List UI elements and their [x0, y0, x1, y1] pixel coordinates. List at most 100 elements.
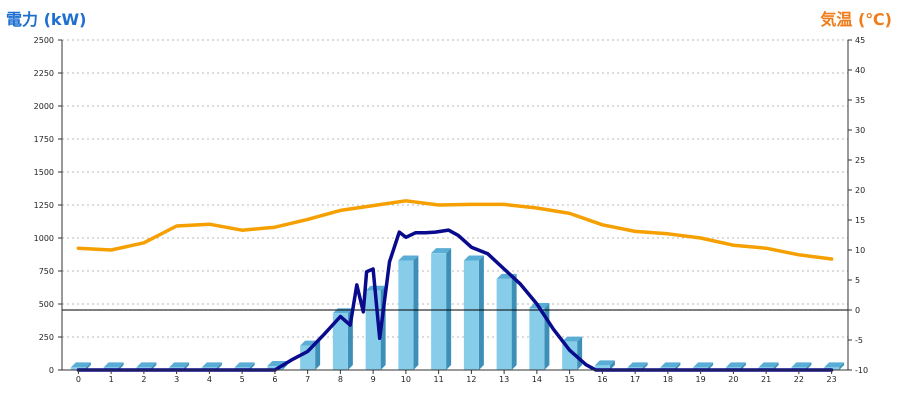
x-tick-label: 15 — [565, 375, 575, 384]
bar-side — [85, 362, 91, 370]
bar-side — [315, 340, 321, 370]
bar-top — [791, 362, 812, 368]
bar — [529, 302, 550, 370]
bar-side — [118, 362, 124, 370]
right-tick-label: 10 — [855, 246, 865, 255]
left-tick-label: 500 — [39, 300, 54, 309]
left-tick-label: 750 — [39, 267, 54, 276]
x-tick-label: 3 — [174, 375, 179, 384]
bar-front — [463, 260, 479, 370]
bar-side — [249, 362, 255, 370]
bar-top — [562, 336, 583, 342]
x-tick-label: 4 — [207, 375, 212, 384]
x-tick-label: 20 — [728, 375, 738, 384]
right-tick-label: 20 — [855, 186, 865, 195]
bar-top — [332, 308, 353, 314]
bar-side — [544, 302, 550, 370]
right-tick-label: -10 — [855, 366, 868, 375]
x-tick-label: 16 — [597, 375, 607, 384]
right-tick-label: 25 — [855, 156, 865, 165]
right-tick-label: 15 — [855, 216, 865, 225]
bar-top — [201, 362, 222, 368]
left-tick-label: 1750 — [34, 135, 54, 144]
left-tick-label: 1000 — [34, 234, 54, 243]
x-tick-label: 17 — [630, 375, 640, 384]
bar-front — [332, 313, 348, 370]
bar-top — [431, 248, 452, 254]
bar-side — [216, 362, 222, 370]
x-tick-label: 19 — [696, 375, 706, 384]
x-tick-label: 18 — [663, 375, 673, 384]
bar-top — [70, 362, 91, 368]
right-tick-label: 5 — [855, 276, 860, 285]
x-tick-label: 12 — [466, 375, 476, 384]
x-tick-label: 14 — [532, 375, 542, 384]
temperature-line — [76, 199, 834, 261]
left-tick-label: 2250 — [34, 69, 54, 78]
bar-side — [708, 362, 714, 370]
bar-top — [627, 362, 648, 368]
bar-side — [446, 248, 452, 370]
ticks: 02505007501000125015001750200022502500-1… — [34, 36, 868, 384]
bar-side — [511, 273, 517, 370]
bar-side — [609, 360, 615, 370]
bar-side — [839, 362, 845, 370]
x-tick-label: 9 — [371, 375, 376, 384]
x-tick-label: 11 — [434, 375, 444, 384]
x-tick-label: 8 — [338, 375, 343, 384]
bar-top — [660, 362, 681, 368]
bar — [398, 255, 419, 370]
power-line — [76, 228, 834, 372]
bar — [463, 255, 484, 370]
bar-front — [431, 253, 447, 370]
bar-top — [398, 255, 419, 261]
bar-side — [806, 362, 812, 370]
left-tick-label: 2500 — [34, 36, 54, 45]
right-tick-label: 30 — [855, 126, 865, 135]
x-tick-label: 13 — [499, 375, 509, 384]
left-tick-label: 0 — [49, 366, 54, 375]
bar-top — [594, 360, 615, 366]
bar-side — [478, 255, 484, 370]
right-tick-label: 40 — [855, 66, 865, 75]
bar-side — [642, 362, 648, 370]
x-tick-label: 10 — [401, 375, 411, 384]
bars — [70, 248, 845, 370]
bar-side — [740, 362, 746, 370]
left-tick-label: 1250 — [34, 201, 54, 210]
bar-top — [103, 362, 124, 368]
bar-front — [594, 365, 610, 370]
right-tick-label: 45 — [855, 36, 865, 45]
bar — [496, 273, 517, 370]
bar — [562, 336, 583, 370]
x-tick-label: 5 — [240, 375, 245, 384]
x-tick-label: 0 — [76, 375, 81, 384]
bar — [431, 248, 452, 370]
bar-top — [725, 362, 746, 368]
bar-top — [463, 255, 484, 261]
bar-top — [136, 362, 157, 368]
left-tick-label: 2000 — [34, 102, 54, 111]
bar-side — [675, 362, 681, 370]
bar-front — [398, 260, 414, 370]
x-tick-label: 2 — [141, 375, 146, 384]
left-axis-title: 電力 (kW) — [6, 10, 87, 29]
x-tick-label: 22 — [794, 375, 804, 384]
x-tick-label: 1 — [109, 375, 114, 384]
x-tick-label: 21 — [761, 375, 771, 384]
x-tick-label: 23 — [827, 375, 837, 384]
right-tick-label: 0 — [855, 306, 860, 315]
left-tick-label: 250 — [39, 333, 54, 342]
x-tick-label: 7 — [305, 375, 310, 384]
bar-side — [773, 362, 779, 370]
bar-front — [496, 278, 512, 370]
right-axis-title: 気温 (℃) — [820, 10, 892, 29]
right-tick-label: 35 — [855, 96, 865, 105]
bar-front — [562, 341, 578, 370]
x-tick-label: 6 — [272, 375, 277, 384]
bar-top — [234, 362, 255, 368]
bar-side — [151, 362, 157, 370]
bar-side — [184, 362, 190, 370]
bar-front — [529, 307, 545, 370]
